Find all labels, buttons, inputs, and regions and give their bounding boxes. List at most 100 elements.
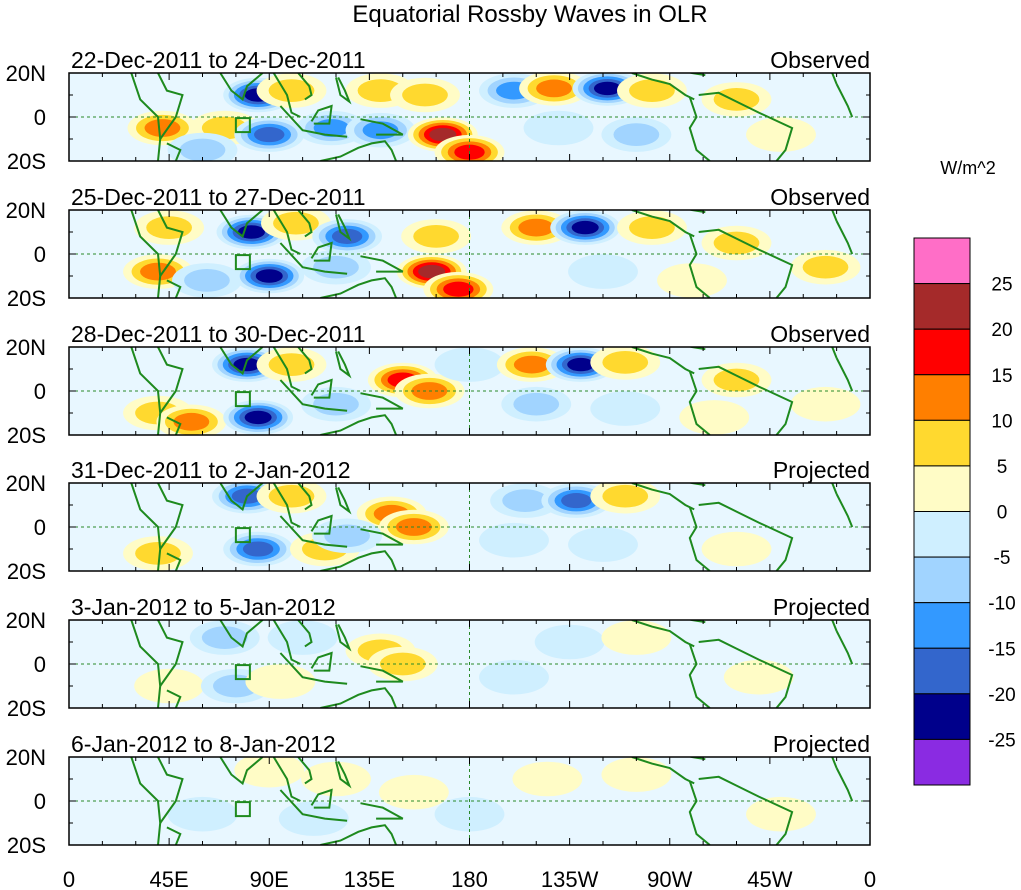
coastline bbox=[698, 365, 794, 435]
anomaly-contour bbox=[613, 123, 660, 146]
panel-4: 20N 0 20S 31-Dec-2011 to 2-Jan-2012 Projecte… bbox=[6, 457, 871, 584]
colorbar-label: 0 bbox=[997, 503, 1008, 524]
anomaly-contour bbox=[233, 357, 261, 372]
anomaly-contour bbox=[518, 218, 555, 237]
anomaly-contour bbox=[513, 392, 560, 416]
coastline bbox=[130, 620, 162, 708]
coastline bbox=[279, 242, 348, 275]
coastline bbox=[835, 220, 854, 255]
anomaly-contour bbox=[479, 659, 549, 695]
coastline bbox=[687, 210, 706, 214]
coastline bbox=[219, 210, 264, 239]
reference-box bbox=[234, 254, 251, 271]
coastline bbox=[687, 620, 706, 624]
coastline bbox=[335, 760, 352, 789]
anomaly-contour bbox=[135, 542, 181, 565]
coastline bbox=[360, 255, 404, 273]
anomaly-contour bbox=[512, 761, 583, 797]
anomaly-contour bbox=[184, 269, 230, 292]
anomaly-contour bbox=[429, 127, 457, 142]
anomaly-contour bbox=[571, 220, 599, 235]
coastline bbox=[320, 550, 398, 571]
coastline bbox=[219, 73, 264, 102]
coastline bbox=[698, 501, 794, 571]
anomaly-contour bbox=[593, 81, 621, 96]
coastline bbox=[831, 347, 838, 359]
x-tick-label: 180 bbox=[451, 867, 488, 890]
coastline bbox=[219, 620, 264, 649]
anomaly-contour bbox=[267, 620, 338, 655]
coastline bbox=[166, 279, 182, 298]
panels-group: 20N 0 20S 22-Dec-2011 to 24-Dec-2011 Observe… bbox=[6, 47, 871, 858]
coastline bbox=[297, 210, 313, 238]
coastline bbox=[835, 767, 854, 802]
coastline bbox=[360, 392, 404, 410]
colorbar-swatch bbox=[913, 374, 971, 421]
anomaly-contour bbox=[723, 659, 794, 695]
x-axis: 0 45E 90E 135E 180 135W 90W 45W 0 bbox=[63, 867, 876, 890]
coastline bbox=[157, 620, 184, 687]
coastline bbox=[335, 623, 352, 652]
y-tick-label: 20N bbox=[6, 471, 46, 496]
y-tick-label: 0 bbox=[34, 105, 46, 130]
anomaly-contour bbox=[245, 664, 316, 699]
anomaly-contour bbox=[629, 216, 675, 239]
coastline bbox=[166, 142, 182, 161]
y-tick-label: 20N bbox=[6, 61, 46, 86]
coastline bbox=[698, 775, 794, 845]
coastline bbox=[166, 689, 182, 708]
coastline bbox=[219, 347, 264, 376]
anomaly-contour bbox=[479, 522, 549, 558]
anomaly-contour bbox=[443, 281, 474, 297]
y-tick-label: 0 bbox=[34, 515, 46, 540]
y-tick-label: 20N bbox=[6, 198, 46, 223]
panel-2: 20N 0 20S 25-Dec-2011 to 27-Dec-2011 Observe… bbox=[6, 184, 871, 311]
colorbar-swatch bbox=[913, 328, 971, 376]
colorbar-swatch bbox=[913, 647, 971, 695]
panel-status: Projected bbox=[773, 457, 870, 483]
anomaly-contour bbox=[536, 79, 572, 98]
anomaly-contour bbox=[502, 489, 548, 512]
coastline bbox=[831, 483, 838, 495]
coastline bbox=[219, 757, 264, 786]
anomaly-contour bbox=[167, 796, 238, 832]
coastline bbox=[688, 643, 711, 708]
anomaly-contour bbox=[242, 541, 274, 557]
anomaly-contour bbox=[140, 262, 176, 281]
anomaly-contour bbox=[255, 269, 283, 283]
coastline bbox=[698, 638, 794, 708]
anomaly-contour bbox=[268, 484, 315, 508]
colorbar: 25 20 15 10 5 0 -5 -10 -15 -20 -25 bbox=[913, 237, 1016, 786]
colorbar-label: -10 bbox=[988, 594, 1015, 615]
anomaly-contour bbox=[413, 225, 459, 248]
panel-period: 25-Dec-2011 to 27-Dec-2011 bbox=[71, 184, 366, 210]
anomaly-contour bbox=[523, 110, 594, 146]
coastline bbox=[272, 620, 301, 665]
coastline bbox=[835, 83, 854, 118]
anomaly-contour bbox=[313, 392, 359, 416]
anomaly-field bbox=[127, 73, 854, 161]
y-tick-label: 20S bbox=[7, 559, 46, 584]
coastline bbox=[310, 651, 333, 672]
coastline bbox=[272, 73, 301, 118]
coastline bbox=[835, 357, 854, 392]
panel-status: Observed bbox=[770, 47, 870, 73]
coastline bbox=[320, 414, 398, 435]
anomaly-contour bbox=[379, 652, 426, 676]
anomaly-contour bbox=[746, 796, 816, 832]
y-tick-label: 20S bbox=[7, 833, 46, 858]
coastline bbox=[310, 104, 333, 125]
x-tick-label: 90E bbox=[250, 867, 289, 890]
coastline bbox=[631, 757, 695, 785]
panel-period: 6-Jan-2012 to 8-Jan-2012 bbox=[71, 731, 336, 757]
y-tick-label: 20N bbox=[6, 608, 46, 633]
coastline bbox=[831, 757, 838, 769]
coastline bbox=[166, 826, 182, 845]
coastline bbox=[272, 210, 301, 255]
colorbar-swatch bbox=[913, 511, 971, 558]
anomaly-field bbox=[130, 620, 854, 708]
coastline bbox=[360, 802, 404, 820]
y-tick-label: 20N bbox=[6, 335, 46, 360]
anomaly-contour bbox=[534, 624, 605, 660]
coastline bbox=[360, 118, 404, 136]
